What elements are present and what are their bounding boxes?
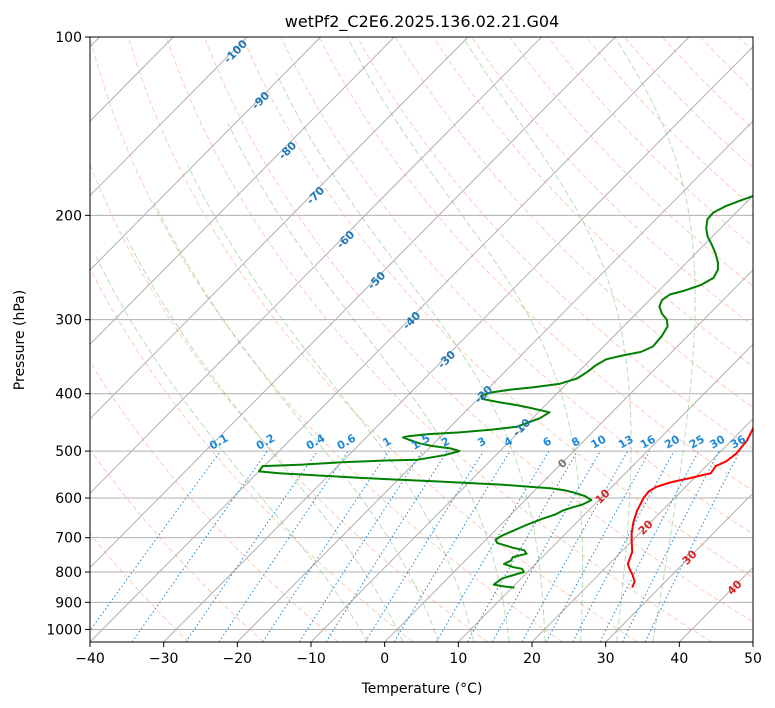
isotherm-gridline	[457, 343, 753, 642]
dry-adiabat-line	[90, 267, 414, 642]
isotherm-gridline	[236, 120, 753, 642]
moist-adiabat-line	[124, 233, 404, 642]
x-tick-label: 50	[744, 651, 762, 667]
mixing-ratio-line	[393, 450, 511, 642]
y-tick-label: 500	[55, 444, 82, 460]
y-axis-label: Pressure (hPa)	[12, 290, 28, 390]
dry-adiabat-line	[90, 532, 190, 642]
mixing-ratio-line	[218, 450, 349, 642]
moist-adiabat-line	[153, 201, 439, 642]
x-tick-label: −30	[149, 651, 179, 667]
isotherm-gridline	[163, 45, 753, 642]
mixing-ratio-line	[90, 450, 221, 632]
y-tick-label: 700	[55, 531, 82, 547]
isotherm-gridline	[384, 269, 753, 642]
x-tick-label: 10	[449, 651, 467, 667]
dewpoint-profile-line	[257, 195, 753, 589]
y-tick-label: 200	[55, 208, 82, 224]
mixing-ratio-line	[545, 450, 651, 642]
mixing-ratio-line	[131, 450, 268, 642]
plot-frame	[89, 36, 754, 643]
isotherm-gridline	[605, 492, 753, 642]
isotherm-gridline	[90, 37, 469, 420]
y-tick-label: 800	[55, 565, 82, 581]
x-tick-label: −10	[296, 651, 326, 667]
mixing-ratio-line	[572, 450, 675, 642]
dry-adiabat-line	[203, 37, 753, 623]
mixing-ratio-line	[325, 450, 448, 642]
mixing-ratio-line	[298, 450, 423, 642]
x-tick-label: −20	[223, 651, 253, 667]
mixing-ratio-line	[491, 450, 601, 642]
dry-adiabat-line	[90, 448, 264, 642]
moist-adiabat-line	[275, 72, 546, 642]
x-tick-label: −40	[75, 651, 105, 667]
isotherm-gridline	[90, 37, 690, 642]
moist-adiabat-line	[614, 37, 696, 642]
guide-lines	[90, 37, 753, 642]
isotherm-gridline	[90, 37, 542, 494]
y-tick-label: 600	[55, 491, 82, 507]
mixing-ratio-line	[262, 450, 390, 642]
mixing-ratio-line	[185, 450, 318, 642]
y-tick-label: 1000	[46, 622, 82, 638]
x-axis-label: Temperature (°C)	[361, 681, 483, 697]
dry-adiabat-line	[318, 37, 753, 492]
isotherm-gridline	[90, 37, 321, 271]
mixing-ratio-line	[364, 450, 484, 642]
y-tick-label: 900	[55, 595, 82, 611]
dry-adiabat-line	[127, 37, 638, 642]
y-tick-label: 300	[55, 313, 82, 329]
dry-adiabat-line	[356, 37, 753, 450]
mixing-ratio-line	[521, 450, 629, 642]
isotherm-gridline	[90, 37, 248, 197]
x-tick-label: 40	[670, 651, 688, 667]
moist-adiabat-line	[227, 123, 510, 642]
dry-adiabat-line	[90, 163, 488, 642]
mixing-ratio-line	[621, 450, 720, 642]
mixing-ratio-line	[644, 450, 741, 642]
y-tick-label: 400	[55, 387, 82, 403]
isotherm-gridline	[90, 37, 395, 346]
dry-adiabat-line	[165, 37, 712, 642]
x-tick-label: 20	[523, 651, 541, 667]
moist-adiabat-line	[95, 256, 369, 642]
x-tick-label: 30	[597, 651, 615, 667]
temperature-profile-line	[626, 425, 753, 588]
dry-adiabat-line	[432, 37, 753, 368]
axis-ticks: −40 −30 −20 −10 0 10 20 30 40 50 100 200 300 400 500 60…	[46, 30, 762, 667]
isotherm-gridline	[310, 194, 753, 642]
dry-adiabat-line	[280, 37, 753, 535]
y-tick-label: 100	[55, 30, 82, 46]
x-tick-label: 0	[380, 651, 389, 667]
chart-title: wetPf2_C2E6.2025.136.02.21.G04	[285, 12, 559, 32]
isotherm-gridline	[90, 37, 616, 569]
moist-adiabat-line	[187, 165, 475, 642]
dry-adiabat-line	[471, 37, 753, 327]
series-layer	[257, 195, 753, 589]
